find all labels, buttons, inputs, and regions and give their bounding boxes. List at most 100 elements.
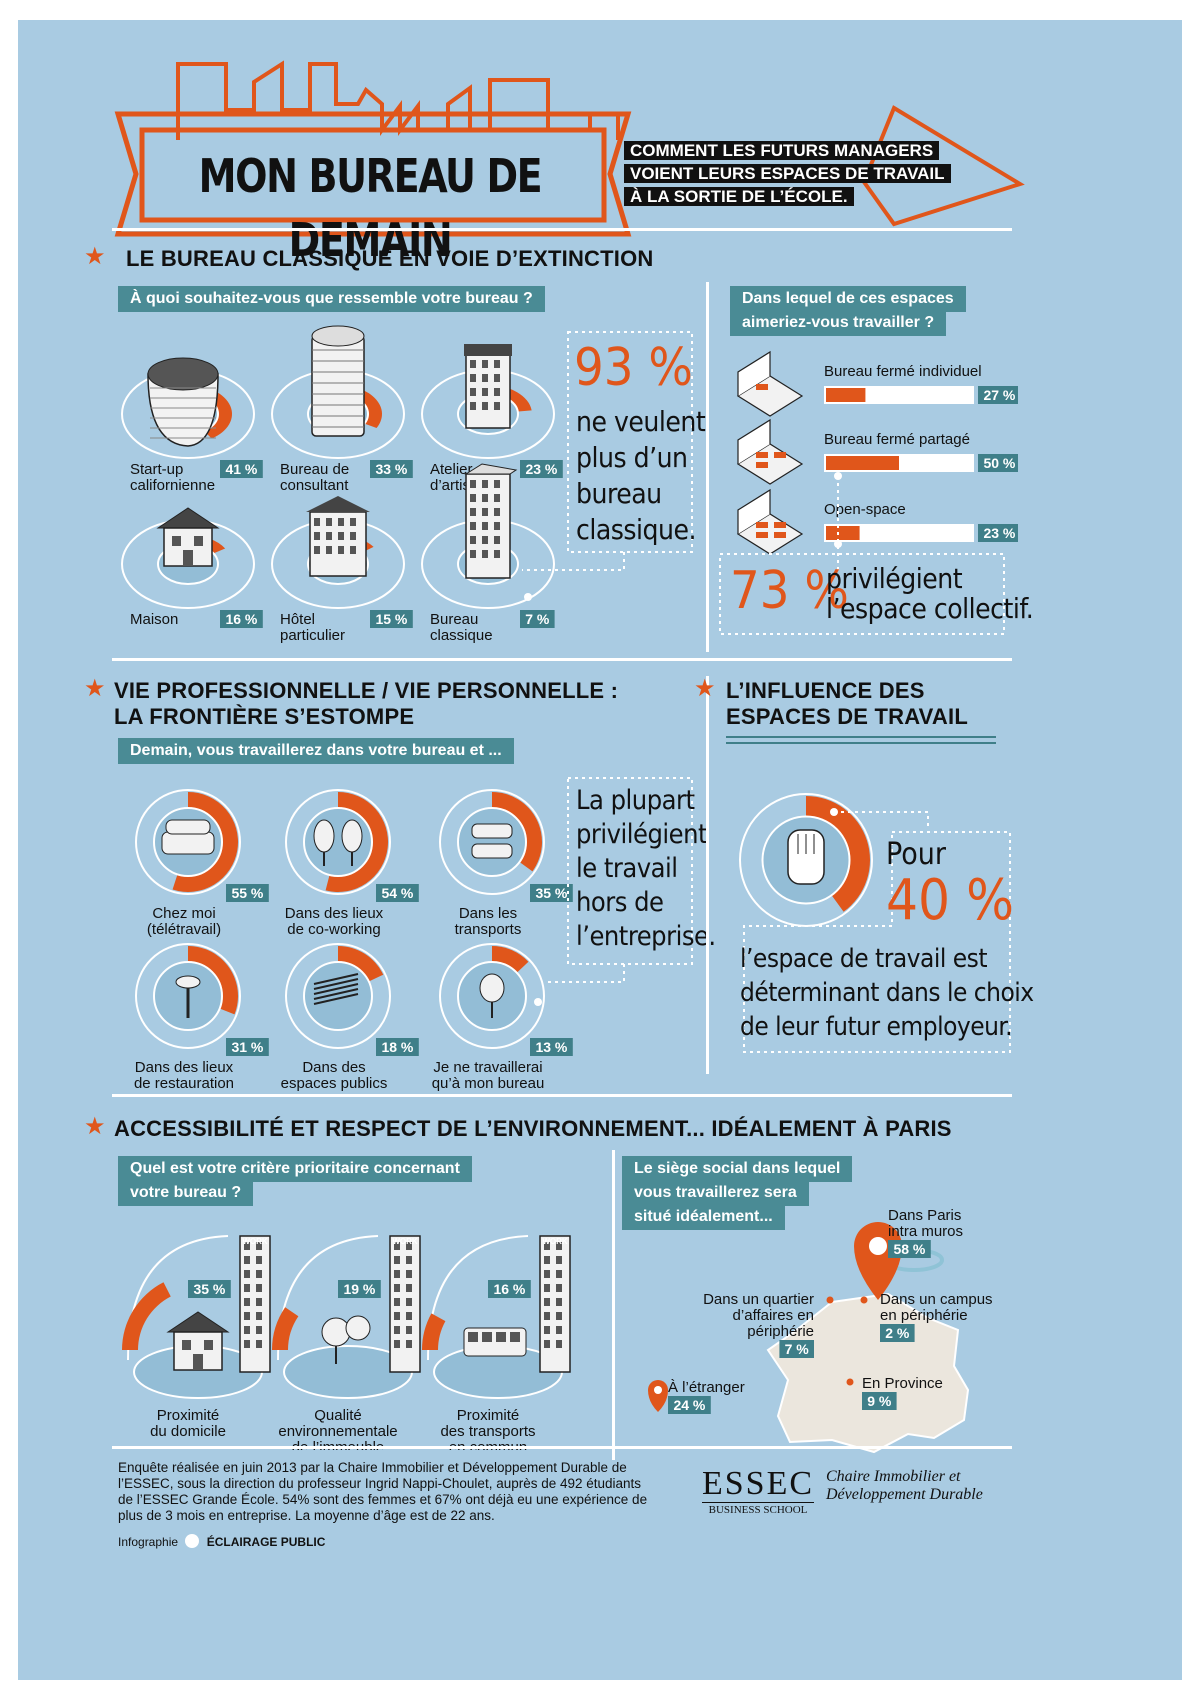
ring-outline [285,789,391,895]
building-window [470,494,476,502]
percent-badge [978,386,1018,404]
building-window [406,1284,412,1292]
pin-hole [654,1386,662,1394]
office-look-item [121,507,255,609]
divider [112,1446,1012,1449]
section-title-line: ESPACES DE TRAVAIL [726,704,968,729]
building-window [394,1298,400,1306]
work-place-item [285,943,391,1049]
percent-label: 2 % [885,1325,910,1341]
tower-top [311,325,365,347]
question-criterion-2: votre bureau ? [118,1180,254,1206]
office-look-item [271,496,405,609]
window [194,536,203,546]
question-location: Le siège social dans lequel [622,1156,853,1182]
office-look-item [271,325,405,459]
bar-track [824,524,974,542]
bar-fill [826,388,866,402]
most-prefer-line: La plupart [576,785,695,816]
building-window [326,546,332,554]
work-place-label: transports [455,921,522,938]
stat-40-line: l’espace de travail est [740,944,988,974]
building-window [394,1256,400,1264]
building-window [394,1326,400,1334]
bus-window [510,1332,520,1342]
sofa-body [161,831,215,855]
section-title-line: VIE PROFESSIONNELLE / VIE PERSONNELLE : [114,678,619,703]
building-window [350,518,356,526]
building-window [494,374,500,382]
stool-top [175,975,201,989]
percent-badge [779,1340,814,1358]
building-window [406,1242,412,1250]
percent-badge [188,1280,231,1298]
connector-line [834,811,929,828]
chair-shell [313,819,335,853]
stat-box-frame-2 [548,777,693,983]
building-window [482,550,488,558]
stat-93-line: plus d’un [576,441,688,474]
most-prefer-line: privilégient [576,819,708,850]
bench-slat [313,988,359,1000]
percent-label: 13 % [535,1039,567,1055]
work-place-item [135,789,241,895]
criterion-label: Proximité [457,1407,520,1424]
work-place-label: Je ne travaillerai [433,1059,542,1076]
building-window [244,1284,250,1292]
stat-73-frame [719,553,1005,635]
star-icon: ★ [84,675,106,702]
percent-label: 7 % [785,1341,810,1357]
vertical-divider [706,282,709,652]
stat-40-pre: Pour [886,837,946,872]
chair-shell [479,973,505,1003]
location-dot [846,1378,854,1386]
individual-office-icon [736,350,804,417]
building-window [244,1340,250,1348]
building-window [544,1270,550,1278]
survey-note-line: l’ESSEC, sous la direction du professeur… [118,1476,642,1491]
window [204,1340,213,1350]
building-window [470,374,476,382]
most-prefer-line: le travail [576,853,678,884]
building-window [244,1326,250,1334]
stat-93-line: ne veulent [576,405,706,438]
building-window [482,508,488,516]
tree-crown [321,1317,351,1347]
building-window [556,1298,562,1306]
building-window [256,1284,262,1292]
work-place-item [135,943,241,1049]
essec-wordmark: ESSEC [702,1465,815,1502]
tower-sign: WORK [392,1237,418,1246]
vertical-divider [612,1150,615,1460]
bus-window [482,1332,492,1342]
seat [471,823,513,839]
stat-73-line: privilégient [826,562,963,595]
round-tower-icon [311,325,365,437]
question-line: Dans lequel de ces espaces [742,290,954,307]
ring-inner [457,807,527,877]
tower-sign: WORK [542,1237,568,1246]
office-look-label: Bureau de [280,461,349,478]
building-window [244,1242,250,1250]
building-window [544,1326,550,1334]
bar-fill [826,456,899,470]
most-prefer-text: La plupart privilégient le travail hors … [576,784,716,954]
tower-body [311,335,365,437]
building-window [256,1242,262,1250]
building-window [406,1270,412,1278]
bus-icon [463,1327,527,1357]
percent-badge [370,610,413,628]
tree-crown [345,1315,371,1341]
building-window [326,532,332,540]
question-location-2: vous travaillerez sera [622,1180,809,1206]
building-window [406,1312,412,1320]
influence-chart [739,793,1011,1053]
percent-label: 23 % [525,461,557,477]
office-look-item [421,344,555,459]
office-look-label: classique [430,627,493,644]
double-rule [726,736,996,744]
roof [166,1311,230,1333]
